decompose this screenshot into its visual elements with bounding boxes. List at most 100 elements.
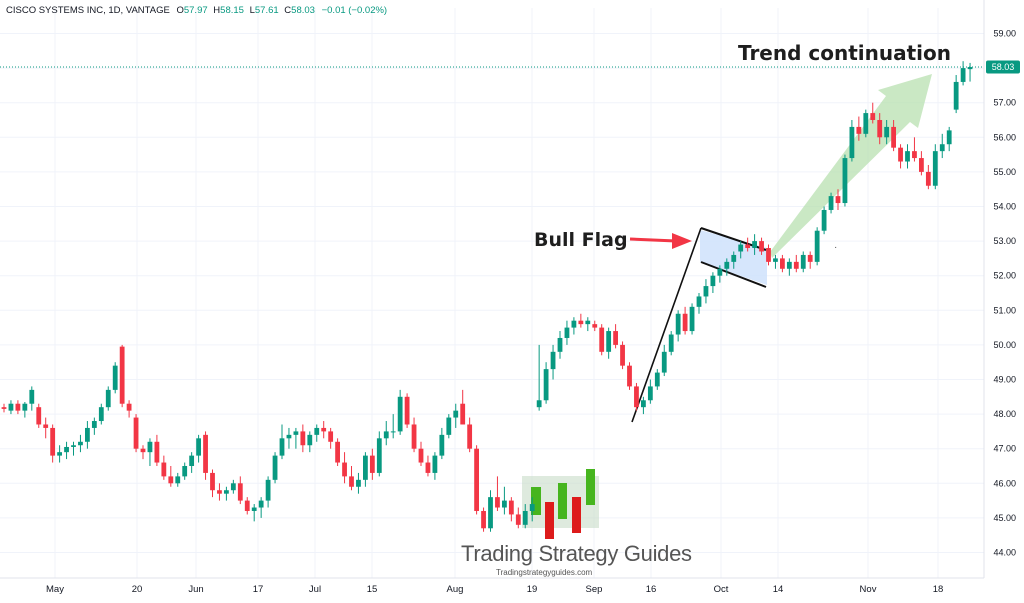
candle-body [78, 441, 83, 446]
candle [342, 452, 347, 484]
candle-body [960, 68, 966, 82]
candle-body [557, 337, 563, 352]
candle-body [356, 479, 361, 487]
candle [967, 62, 973, 82]
candle [502, 486, 507, 515]
candle-body [244, 500, 250, 511]
candle-body [105, 389, 111, 408]
watermark-logo-bar [558, 483, 567, 519]
candle [397, 389, 403, 435]
candle [932, 144, 938, 190]
candle [272, 452, 278, 484]
change-value: −0.01 (−0.02%) [321, 5, 388, 16]
candle [515, 507, 521, 529]
watermark-logo-bar [586, 469, 595, 505]
candle-body [647, 386, 653, 401]
candle [508, 497, 514, 522]
candle [376, 431, 382, 477]
watermark-logo-bar [545, 502, 554, 539]
candle [203, 431, 208, 480]
candle-body [210, 472, 215, 491]
candle-body [571, 320, 577, 328]
candle-body [939, 144, 945, 152]
candle-body [780, 258, 785, 269]
x-tick-label: 14 [773, 584, 784, 595]
candle-body [710, 275, 716, 287]
candle [251, 504, 257, 522]
candle-body [766, 248, 771, 262]
candle-body [661, 351, 667, 373]
candle [328, 427, 334, 449]
candle [356, 472, 361, 494]
open-value: 57.97 [183, 5, 208, 16]
candle [786, 258, 792, 276]
candle-body [383, 431, 389, 439]
candle [286, 427, 292, 449]
y-axis[interactable]: 44.00 45.00 46.00 47.00 48.00 49.00 50.00 51.00… [983, 0, 1016, 578]
trend-continuation-label: Trend continuation [738, 41, 951, 65]
candle-body [675, 313, 681, 335]
candle [856, 116, 862, 141]
candle-body [731, 254, 737, 262]
y-tick-label: 52.00 [993, 271, 1016, 281]
x-tick-label: 15 [367, 584, 378, 595]
candle [15, 400, 21, 415]
candle-body [258, 500, 264, 508]
x-tick-label: Oct [714, 584, 729, 595]
symbol-title[interactable]: CISCO SYSTEMS INC, 1D, VANTAGE [6, 5, 170, 16]
candle [481, 507, 486, 532]
candle-body [912, 151, 917, 159]
candle [307, 431, 313, 453]
candle-body [898, 147, 903, 162]
candle [265, 476, 271, 508]
candle-body [203, 434, 208, 473]
candle [842, 154, 848, 207]
candle [22, 401, 28, 418]
low-label: L [249, 5, 255, 16]
candle-body [300, 431, 306, 446]
candle-body [57, 452, 62, 456]
x-tick-label: 18 [933, 584, 944, 595]
candle-body [953, 81, 959, 110]
grid [0, 8, 984, 578]
low-value: 57.61 [254, 5, 279, 16]
candle-body [786, 261, 792, 269]
candle-body [703, 286, 709, 297]
candle [578, 313, 584, 328]
candle [182, 462, 188, 480]
candle-body [856, 126, 862, 134]
candle-body [224, 490, 229, 494]
candle [585, 317, 591, 332]
candle-body [376, 438, 382, 473]
close-value: 58.03 [291, 5, 315, 16]
x-tick-label: Nov [860, 584, 877, 595]
candle [752, 234, 757, 255]
candle [335, 438, 340, 466]
candle [710, 272, 716, 293]
candle-body [919, 158, 924, 172]
candle-body [390, 431, 396, 433]
candle [703, 279, 709, 304]
candle [606, 327, 612, 359]
candle-body [745, 244, 751, 249]
candle [390, 414, 396, 439]
candle-body [112, 365, 118, 390]
candle-body [265, 479, 271, 501]
y-tick-label: 47.00 [993, 444, 1016, 454]
candle [8, 400, 14, 415]
candle-body [592, 324, 598, 328]
candle-body [439, 434, 445, 456]
candles [1, 61, 973, 532]
candle-body [397, 396, 403, 432]
candle-body [363, 455, 368, 480]
candle-body [22, 403, 28, 411]
trend-continuation-arrow [770, 74, 932, 258]
x-axis[interactable]: May 20 Jun 17 Jul 15 Aug 19 Sep 16 Oct 14 Nov 18 [0, 577, 984, 595]
candle [279, 424, 285, 460]
candle [168, 466, 174, 487]
candle [71, 441, 76, 456]
candle-body [349, 476, 354, 487]
candle-body [828, 196, 834, 210]
bull-flag-arrow-head [672, 233, 692, 249]
